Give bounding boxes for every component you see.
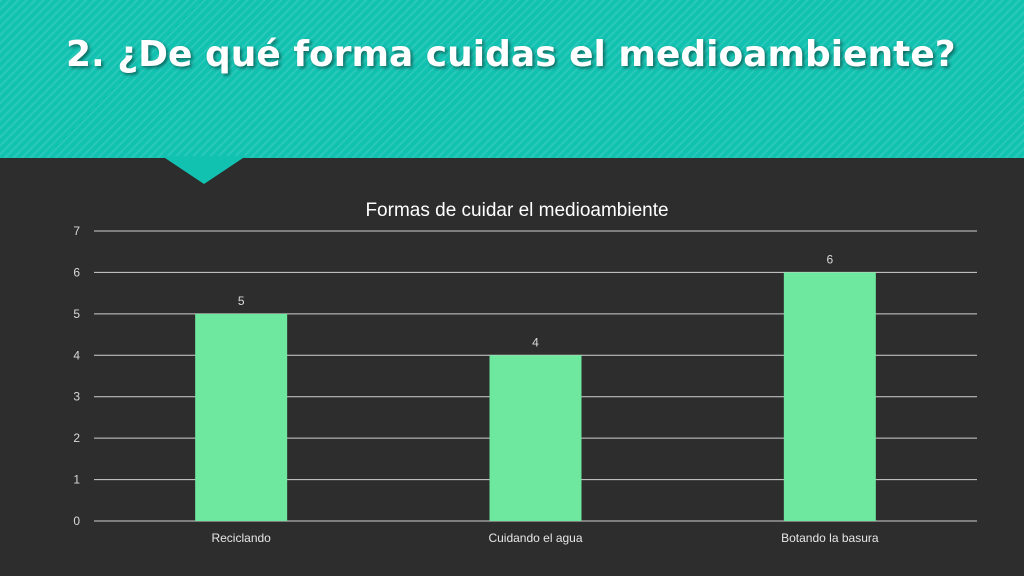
category-label: Cuidando el agua: [488, 531, 582, 545]
y-axis-tick-labels: 0 1 2 3 4 5 6 7: [73, 224, 80, 528]
y-tick-label: 1: [73, 473, 80, 487]
data-labels: 5 4 6: [238, 252, 834, 349]
header-notch: [162, 156, 246, 184]
y-tick-label: 4: [73, 348, 80, 362]
data-label: 6: [826, 252, 833, 266]
y-tick-label: 2: [73, 431, 80, 445]
slide-header: 2. ¿De qué forma cuidas el medioambiente…: [0, 0, 1024, 158]
x-axis-category-labels: Reciclando Cuidando el agua Botando la bas…: [211, 531, 878, 545]
bar: [489, 355, 582, 521]
y-tick-label: 6: [73, 265, 80, 279]
bars: [195, 272, 876, 521]
bar: [195, 313, 288, 521]
y-tick-label: 7: [73, 224, 80, 238]
data-label: 5: [238, 294, 245, 308]
category-label: Reciclando: [211, 531, 271, 545]
chart-title: Formas de cuidar el medioambiente: [365, 200, 668, 221]
slide-title: 2. ¿De qué forma cuidas el medioambiente…: [66, 34, 956, 75]
category-label: Botando la basura: [781, 531, 879, 545]
data-label: 4: [532, 335, 539, 349]
bar: [783, 272, 876, 521]
y-tick-label: 5: [73, 307, 80, 321]
y-tick-label: 3: [73, 390, 80, 404]
y-tick-label: 0: [73, 514, 80, 528]
bar-chart: Formas de cuidar el medioambiente 012345…: [73, 200, 977, 545]
